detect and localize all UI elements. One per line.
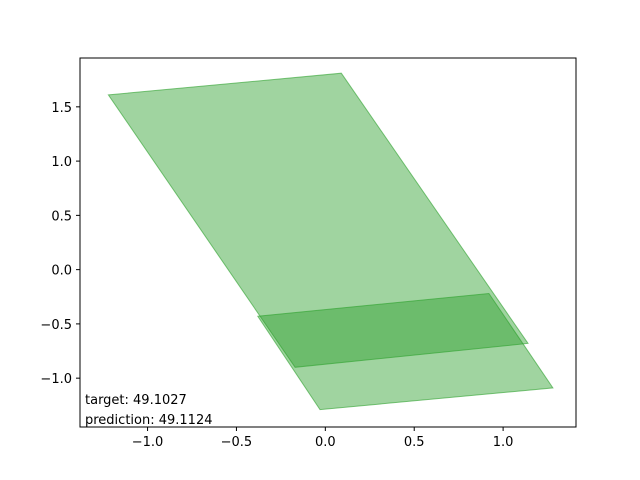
- polygon-1: [107, 72, 529, 368]
- polygon-2: [256, 292, 554, 411]
- x-tick-label: −1.0: [132, 435, 164, 450]
- polygon-layer: [107, 72, 554, 411]
- plot-frame: [79, 57, 577, 428]
- x-axis: −1.0 −0.5 0.0 0.5 1.0: [132, 427, 514, 450]
- y-axis: −1.0 −0.5 0.0 0.5 1.0 1.5: [40, 101, 80, 387]
- y-tick-label: −0.5: [40, 318, 72, 333]
- y-tick-label: 1.0: [51, 155, 72, 170]
- x-tick-label: 0.0: [315, 435, 336, 450]
- y-tick-label: 0.5: [51, 209, 72, 224]
- x-tick-label: −0.5: [221, 435, 253, 450]
- y-tick-label: 1.5: [51, 101, 72, 116]
- x-tick-label: 1.0: [493, 435, 514, 450]
- x-tick-label: 0.5: [404, 435, 425, 450]
- y-tick-label: −1.0: [40, 372, 72, 387]
- y-tick-label: 0.0: [51, 264, 72, 279]
- annotation-prediction: prediction: 49.1124: [85, 413, 213, 428]
- annotation-target: target: 49.1027: [85, 393, 187, 408]
